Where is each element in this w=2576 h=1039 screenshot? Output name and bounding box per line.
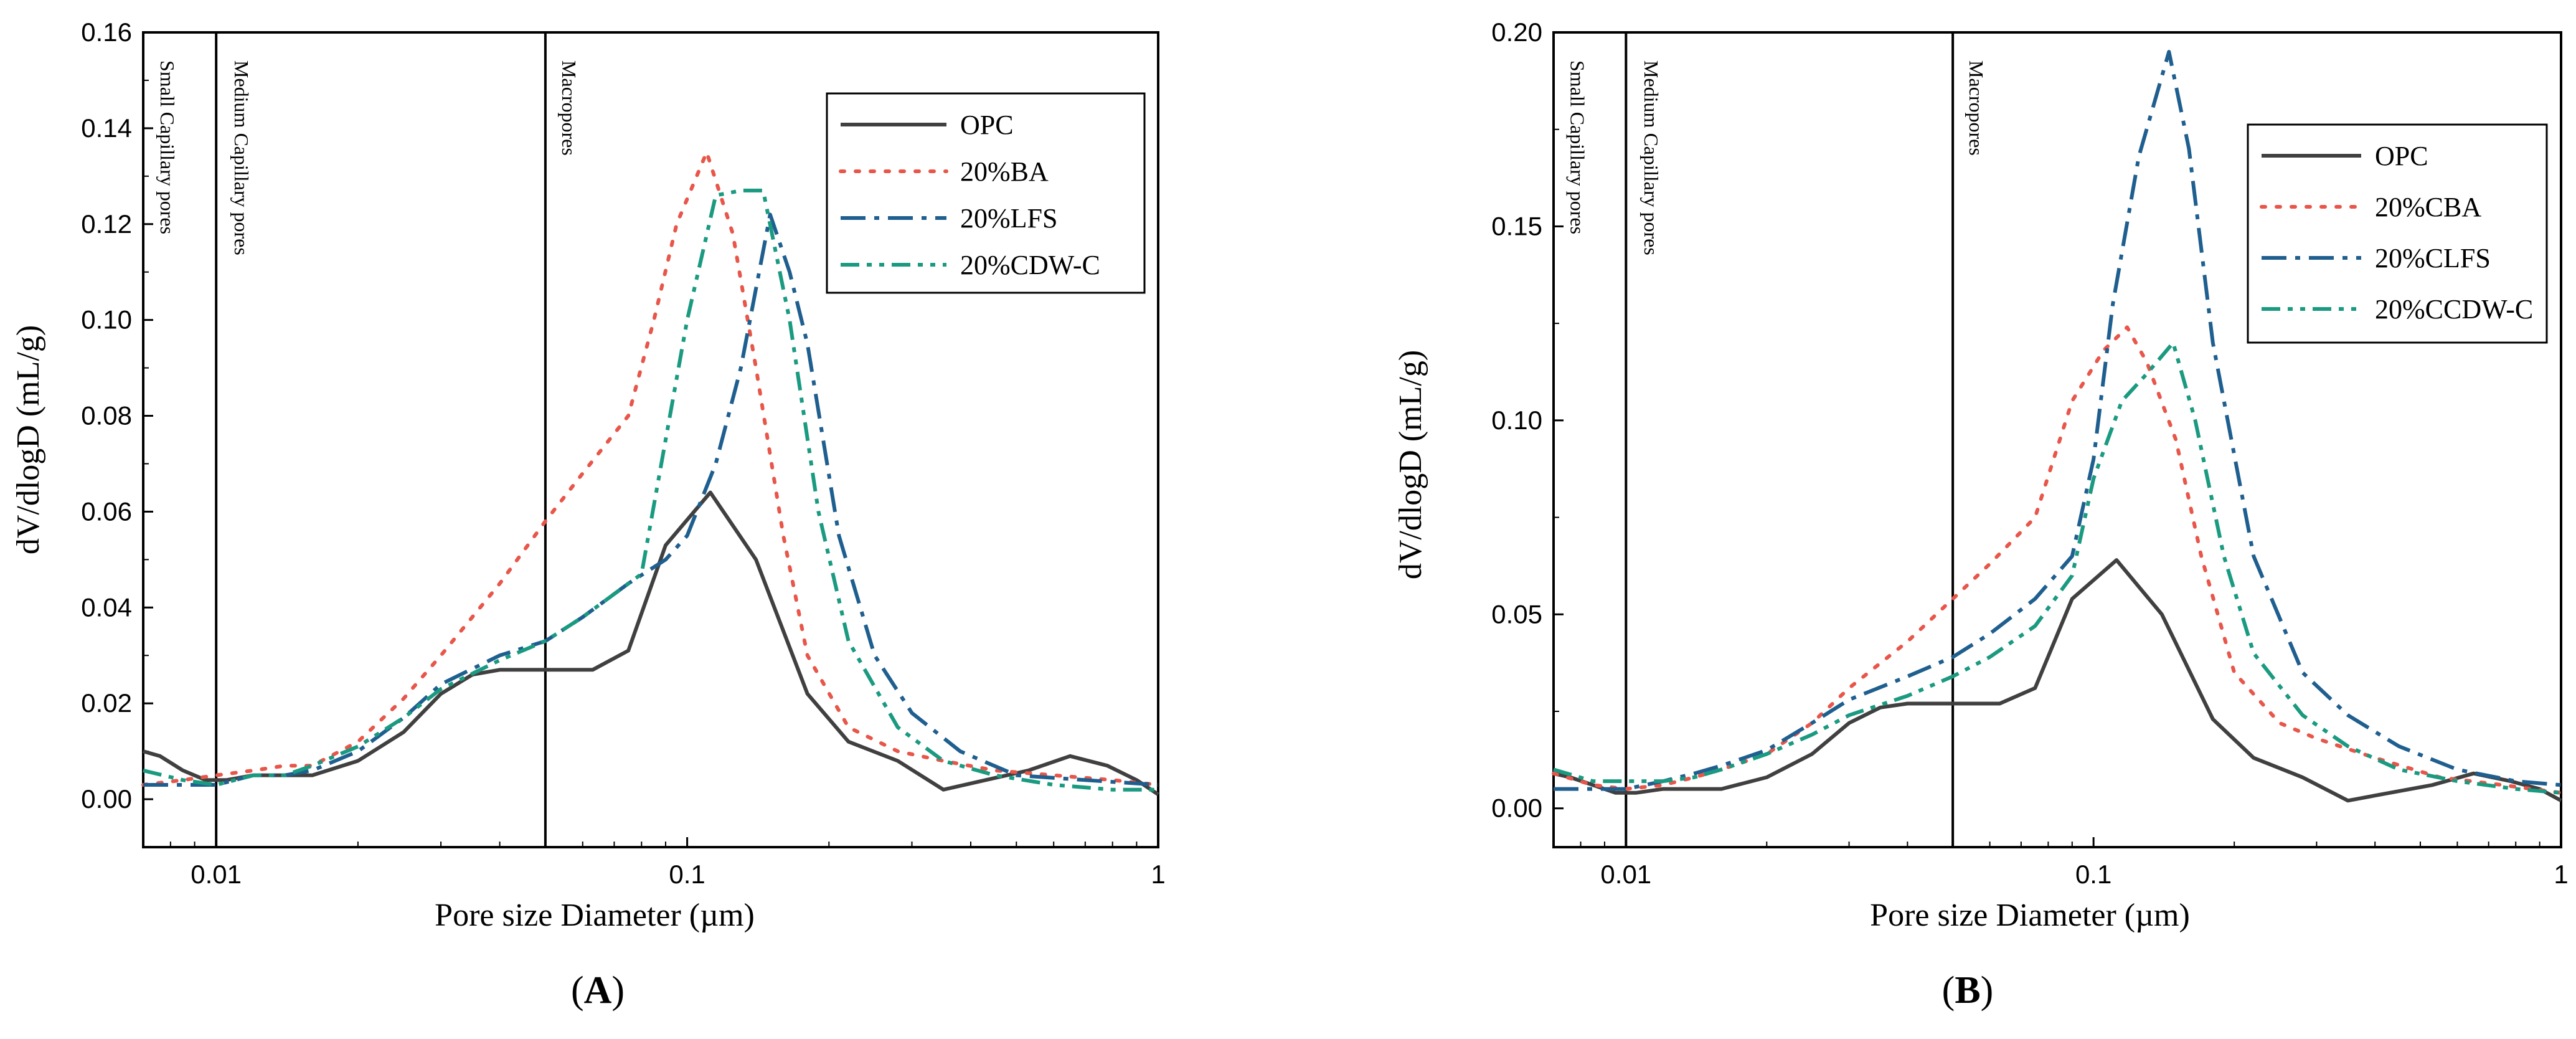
y-axis-title: dV/dlogD (mL/g) [11, 325, 46, 554]
x-tick-label: 1 [1151, 860, 1165, 889]
y-tick-label: 0.16 [81, 17, 132, 47]
legend-label-20pctclfs: 20%CLFS [2375, 243, 2491, 273]
x-tick-label: 0.1 [2075, 860, 2111, 889]
x-axis-ticks: 0.01 0.1 1 [169, 837, 1166, 889]
y-tick-label: 0.06 [81, 496, 132, 526]
region-label: Macropores [558, 60, 580, 156]
legend-label-20pctlfs: 20%LFS [960, 203, 1057, 234]
series-line-20pctcba [1552, 325, 2563, 795]
series-line-20pctclfs [1554, 50, 2562, 791]
series-line-opc [1553, 558, 2562, 803]
x-tick-label: 0.1 [669, 860, 705, 889]
series-line-20pctba [141, 150, 1160, 787]
legend-label-20pctcba: 20%CBA [2375, 192, 2481, 222]
y-tick-label: 0.12 [81, 209, 132, 239]
x-axis-title: Pore size Diameter (µm) [435, 898, 755, 933]
x-axis-ticks: 0.01 0.1 1 [1580, 837, 2569, 889]
legend-label-opc: OPC [2375, 141, 2428, 171]
series-line-20pctcdw-c [143, 188, 1158, 792]
legend: OPC 20%BA 20%LFS 20%CDW-C [826, 92, 1146, 294]
y-tick-label: 0.15 [1491, 211, 1542, 240]
y-tick-label: 0.02 [81, 688, 132, 718]
panel-label: (A) [571, 969, 625, 1012]
x-tick-label: 1 [2554, 860, 2568, 889]
legend-label-20pctba: 20%BA [960, 156, 1049, 187]
plot-frame [142, 31, 1159, 848]
y-tick-label: 0.08 [81, 401, 132, 430]
plot-frame [1552, 31, 2562, 848]
region-label: Medium Capillary pores [230, 60, 253, 255]
chart-panel-b: Small Capillary pores Medium Capillary po… [1393, 17, 2569, 1012]
x-tick-label: 0.01 [191, 860, 242, 889]
region-label: Macropores [1965, 60, 1988, 156]
panel-label-letter: A [584, 969, 612, 1012]
region-labels: Small Capillary pores Medium Capillary po… [156, 60, 580, 255]
series-lines [141, 150, 1160, 796]
y-tick-label: 0.05 [1491, 599, 1542, 629]
legend-label-opc: OPC [960, 110, 1014, 140]
y-tick-label: 0.10 [1491, 406, 1542, 435]
series-line-20pctccdw-c [1553, 341, 2562, 795]
region-divider-lines [1625, 32, 1955, 847]
series-lines [1552, 50, 2563, 803]
y-tick-label: 0.14 [81, 113, 132, 143]
region-label: Small Capillary pores [1567, 60, 1589, 234]
chart-panel-a: Small Capillary pores Medium Capillary po… [11, 17, 1166, 1012]
panel-label: (B) [1942, 969, 1994, 1012]
region-label: Medium Capillary pores [1640, 60, 1663, 255]
x-tick-label: 0.01 [1600, 860, 1651, 889]
x-axis-title: Pore size Diameter (µm) [1870, 898, 2190, 933]
y-tick-label: 0.00 [81, 784, 132, 814]
y-tick-label: 0.20 [1491, 17, 1542, 47]
legend-label-20pctccdw-c: 20%CCDW-C [2375, 294, 2533, 325]
region-labels: Small Capillary pores Medium Capillary po… [1567, 60, 1988, 255]
y-tick-label: 0.10 [81, 305, 132, 334]
y-axis-ticks: 0.00 0.05 0.10 0.15 0.20 [1491, 17, 1564, 823]
legend-box [826, 92, 1146, 294]
y-tick-label: 0.00 [1491, 794, 1542, 823]
legend-box [2247, 123, 2548, 344]
panel-label-letter: B [1955, 969, 1980, 1012]
region-label: Small Capillary pores [156, 60, 179, 234]
region-divider-lines [215, 32, 547, 847]
y-axis-ticks: 0.00 0.02 0.04 0.06 0.08 0.10 0.12 0.14 0.16 [81, 17, 153, 814]
y-tick-label: 0.04 [81, 592, 132, 622]
y-axis-title: dV/dlogD (mL/g) [1393, 350, 1428, 579]
legend: OPC 20%CBA 20%CLFS 20%CCDW-C [2247, 123, 2548, 344]
legend-label-20pctcdw-c: 20%CDW-C [960, 250, 1100, 280]
